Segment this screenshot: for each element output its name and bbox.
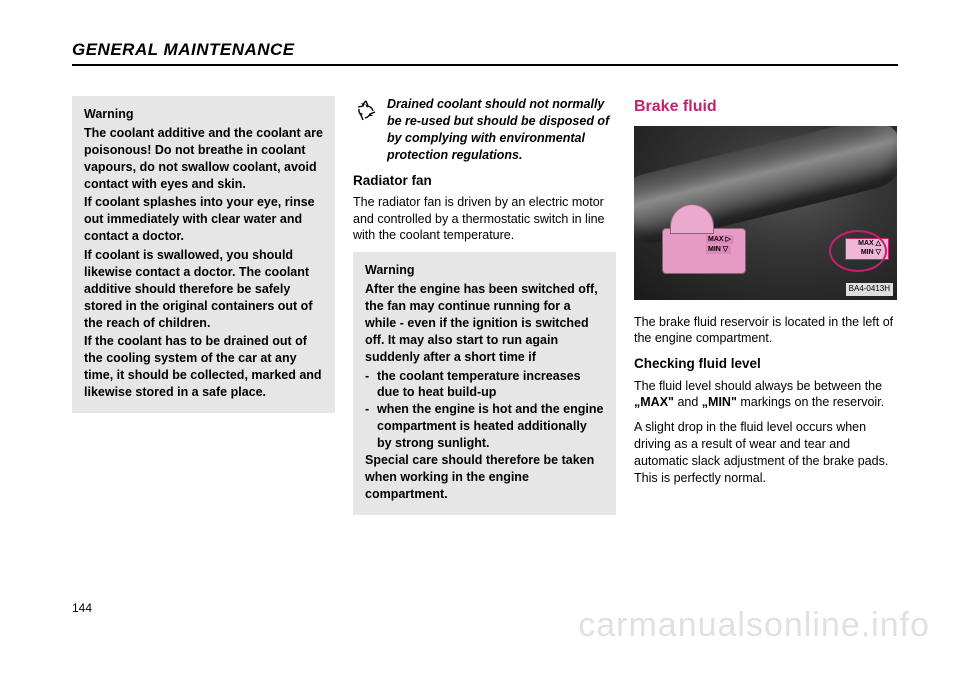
checking-level-p1: The fluid level should always be between…: [634, 378, 897, 412]
warning-heading: Warning: [365, 262, 604, 279]
warning-p2: If coolant splashes into your eye, rinse…: [84, 194, 323, 245]
max-marking: „MAX": [634, 395, 674, 409]
environment-note-text: Drained coolant should not normally be r…: [387, 96, 616, 164]
brake-fluid-heading: Brake fluid: [634, 96, 897, 118]
warning-p1: The coolant additive and the coolant are…: [84, 125, 323, 193]
column-1: Warning The coolant additive and the coo…: [72, 96, 335, 515]
radiator-fan-body: The radiator fan is driven by an electri…: [353, 194, 616, 245]
list-item-text: when the engine is hot and the engine co…: [377, 401, 604, 452]
reservoir-min-label: MIN ▽: [706, 245, 731, 254]
brake-fluid-figure: MAX ▷ MIN ▽ MAX △ MIN ▽ BA4-0413H: [634, 126, 897, 300]
warning-p4: If the coolant has to be drained out of …: [84, 333, 323, 401]
fan-warning-b1: -the coolant temperature increases due t…: [365, 368, 604, 402]
radiator-fan-heading: Radiator fan: [353, 172, 616, 190]
column-3: Brake fluid MAX ▷ MIN ▽ MAX △ MIN ▽ BA4-…: [634, 96, 897, 515]
reservoir-cap: [670, 204, 714, 234]
callout-max-text: MAX △: [858, 239, 881, 248]
checking-level-p2: A slight drop in the fluid level occurs …: [634, 419, 897, 487]
callout-min-text: MIN ▽: [861, 248, 881, 257]
content-columns: Warning The coolant additive and the coo…: [72, 96, 898, 515]
column-2: Drained coolant should not normally be r…: [353, 96, 616, 515]
text-fragment: The fluid level should always be between…: [634, 379, 882, 393]
watermark: carmanualsonline.info: [578, 606, 930, 645]
recycle-icon: [353, 98, 379, 129]
figure-code: BA4-0413H: [846, 283, 893, 296]
coolant-warning-box: Warning The coolant additive and the coo…: [72, 96, 335, 413]
warning-text: The coolant additive and the coolant are…: [84, 125, 323, 401]
fan-warning-list: -the coolant temperature increases due t…: [365, 368, 604, 452]
warning-text: After the engine has been switched off, …: [365, 281, 604, 502]
header-divider: [72, 64, 898, 66]
brake-fluid-intro: The brake fluid reservoir is located in …: [634, 314, 897, 348]
warning-p3: If coolant is swallowed, you should like…: [84, 247, 323, 331]
fan-warning-p1: After the engine has been switched off, …: [365, 281, 604, 365]
page-header-title: GENERAL MAINTENANCE: [72, 40, 898, 60]
fan-warning-p2: Special care should therefore be taken w…: [365, 452, 604, 503]
reservoir-max-label: MAX ▷: [706, 235, 734, 244]
text-fragment: markings on the reservoir.: [737, 395, 884, 409]
list-item-text: the coolant temperature increases due to…: [377, 368, 604, 402]
fan-warning-box: Warning After the engine has been switch…: [353, 252, 616, 514]
checking-level-heading: Checking fluid level: [634, 355, 897, 373]
fan-warning-b2: -when the engine is hot and the engine c…: [365, 401, 604, 452]
text-fragment: and: [674, 395, 702, 409]
figure-reservoir: MAX ▷ MIN ▽: [662, 204, 754, 274]
page-number: 144: [72, 601, 92, 615]
environment-note: Drained coolant should not normally be r…: [353, 96, 616, 164]
warning-heading: Warning: [84, 106, 323, 123]
min-marking: „MIN": [702, 395, 737, 409]
